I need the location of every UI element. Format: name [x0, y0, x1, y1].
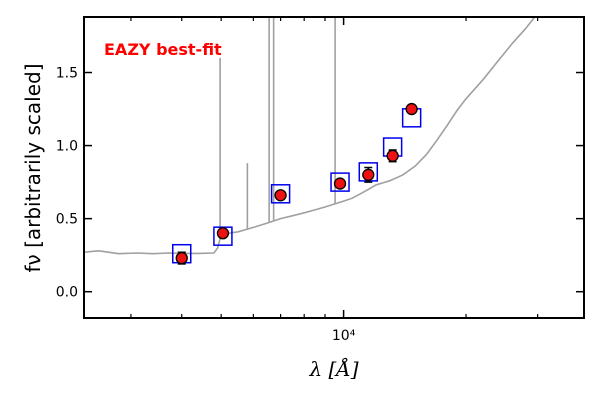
model-flux-marker — [270, 184, 291, 204]
y-tick-label: 0.5 — [56, 212, 78, 228]
observed-flux-point — [175, 251, 188, 265]
observed-flux-point — [216, 227, 230, 240]
axis-ticks: 0.0 0.5 1.0 1.5 10⁴ — [56, 17, 584, 344]
model-flux-marker — [330, 172, 350, 192]
observed-flux-point — [333, 177, 347, 190]
y-tick-label: 1.0 — [56, 139, 78, 155]
y-tick-label: 1.5 — [56, 66, 78, 82]
y-axis-label: fν [arbitrarily scaled] — [21, 64, 45, 273]
observed-flux-point — [362, 168, 375, 181]
annotation-label: EAZY best-fit — [104, 40, 222, 59]
plot-frame — [83, 16, 585, 319]
observed-flux-point — [274, 189, 287, 202]
template-spectrum-line — [84, 17, 536, 255]
x-tick-label: 10⁴ — [332, 328, 356, 344]
observed-flux-point — [386, 149, 399, 162]
y-tick-label: 0.0 — [56, 285, 78, 301]
x-axis-label: λ [Å] — [308, 356, 358, 381]
observed-flux-point — [405, 102, 418, 116]
plot-area — [84, 17, 536, 265]
